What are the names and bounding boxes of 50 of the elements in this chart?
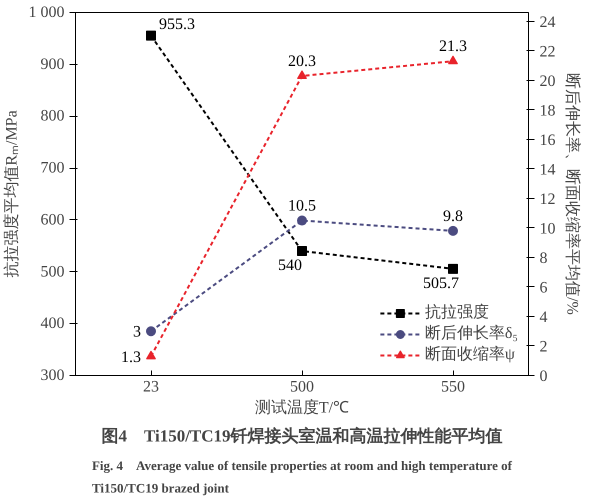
y-tick-label: 1 000 (28, 4, 64, 21)
y2-tick-label: 22 (540, 43, 556, 60)
point (297, 246, 307, 256)
data-label: 955.3 (159, 16, 195, 34)
legend-label: 断面收缩率ψ (424, 344, 515, 365)
text: Fig. 4 Average value of tensile properties at room and high temperature of Ti150/TC19 brazed joint (92, 458, 513, 496)
y2-tick-label: 8 (540, 250, 548, 267)
data-label: 21.3 (439, 38, 467, 56)
x-axis-title: 测试温度T/℃ (254, 398, 350, 416)
text: 图4 Ti150/TC19钎焊接头室温和高温拉伸性能平均值 (101, 426, 503, 446)
x-tick-label: 550 (441, 378, 465, 396)
y2-tick-label: 0 (540, 368, 548, 385)
data-label: 10.5 (288, 198, 316, 215)
point (146, 30, 156, 41)
y2-tick-label: 4 (540, 308, 548, 326)
y-tick-label: 600 (40, 211, 64, 228)
y2-tick-label: 12 (540, 190, 556, 208)
legend-label: 断后伸长率δ₅ (424, 324, 518, 344)
data-label: 3 (133, 324, 141, 341)
point (146, 326, 156, 336)
point (297, 216, 307, 226)
y-axis-title: 抗拉强度平均值Rₘ/MPa (2, 110, 20, 278)
point (146, 350, 156, 360)
point (297, 70, 307, 80)
y-tick-label: 400 (40, 315, 64, 332)
point (448, 226, 458, 236)
y2-tick-label: 2 (540, 338, 548, 356)
point (448, 56, 458, 64)
legend-label: 抗拉强度 (424, 302, 489, 323)
y2-tick-label: 24 (540, 14, 556, 31)
data-label: 9.8 (443, 208, 463, 225)
y2-tick-label: 20 (540, 72, 556, 90)
data-label: 505.7 (423, 274, 459, 292)
y2-tick-label: 16 (540, 132, 556, 149)
y2-tick-label: 10 (540, 220, 556, 238)
data-label: 540 (278, 257, 302, 274)
y2-axis-title: 断后伸长率、断面收缩率平均值/% (564, 73, 582, 315)
y-tick-label: 900 (40, 56, 64, 73)
y-tick-label: 700 (40, 160, 64, 177)
y2-tick-label: 18 (540, 102, 556, 120)
x-tick-label: 23 (143, 378, 159, 396)
point (448, 264, 458, 274)
data-label: 1.3 (121, 348, 141, 366)
x-tick-label: 500 (290, 378, 314, 396)
y-tick-label: 300 (40, 367, 64, 384)
y-tick-label: 500 (40, 263, 64, 280)
y2-tick-label: 14 (540, 161, 556, 178)
y-tick-label: 800 (40, 108, 64, 125)
data-label: 20.3 (288, 52, 316, 70)
y2-tick-label: 6 (540, 279, 548, 296)
